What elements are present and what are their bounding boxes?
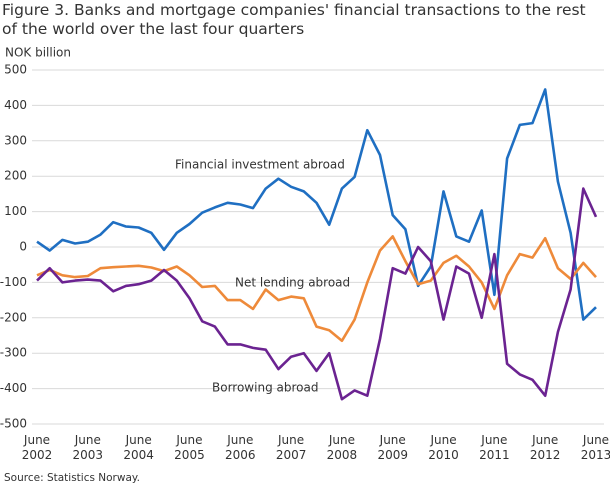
y-tick-label: -100: [0, 275, 27, 289]
y-tick-label: 0: [19, 240, 27, 254]
y-axis-label: NOK billion: [5, 46, 71, 60]
y-tick-label: 200: [4, 169, 27, 183]
y-tick-label: -300: [0, 346, 27, 360]
x-tick-label: June 2006: [225, 433, 256, 462]
x-tick-label: June 2005: [174, 433, 205, 462]
y-tick-label: 500: [4, 63, 27, 77]
x-tick-label: June 2002: [22, 433, 53, 462]
x-tick-label: June 2009: [377, 433, 408, 462]
series-label: Net lending abroad: [235, 276, 350, 290]
series-label: Borrowing abroad: [212, 381, 318, 395]
y-tick-label: -400: [0, 381, 27, 395]
chart-title: Figure 3. Banks and mortgage companies' …: [2, 1, 586, 38]
y-tick-label: -200: [0, 310, 27, 324]
y-tick-label: -500: [0, 417, 27, 431]
x-tick-label: June 2008: [327, 433, 358, 462]
x-tick-label: June 2013: [581, 433, 610, 462]
x-tick-label: June 2012: [530, 433, 561, 462]
series-line: [36, 88, 597, 321]
x-tick-label: June 2011: [479, 433, 510, 462]
y-tick-label: 400: [4, 98, 27, 112]
x-tick-label: June 2010: [428, 433, 459, 462]
series-line: [36, 235, 597, 343]
y-tick-label: 300: [4, 133, 27, 147]
y-tick-label: 100: [4, 204, 27, 218]
series-label: Financial investment abroad: [175, 158, 345, 172]
source: Source: Statistics Norway.: [4, 472, 140, 484]
series-line: [36, 187, 598, 401]
x-tick-label: June 2003: [73, 433, 104, 462]
x-tick-label: June 2007: [276, 433, 307, 462]
x-tick-label: June 2004: [123, 433, 154, 462]
